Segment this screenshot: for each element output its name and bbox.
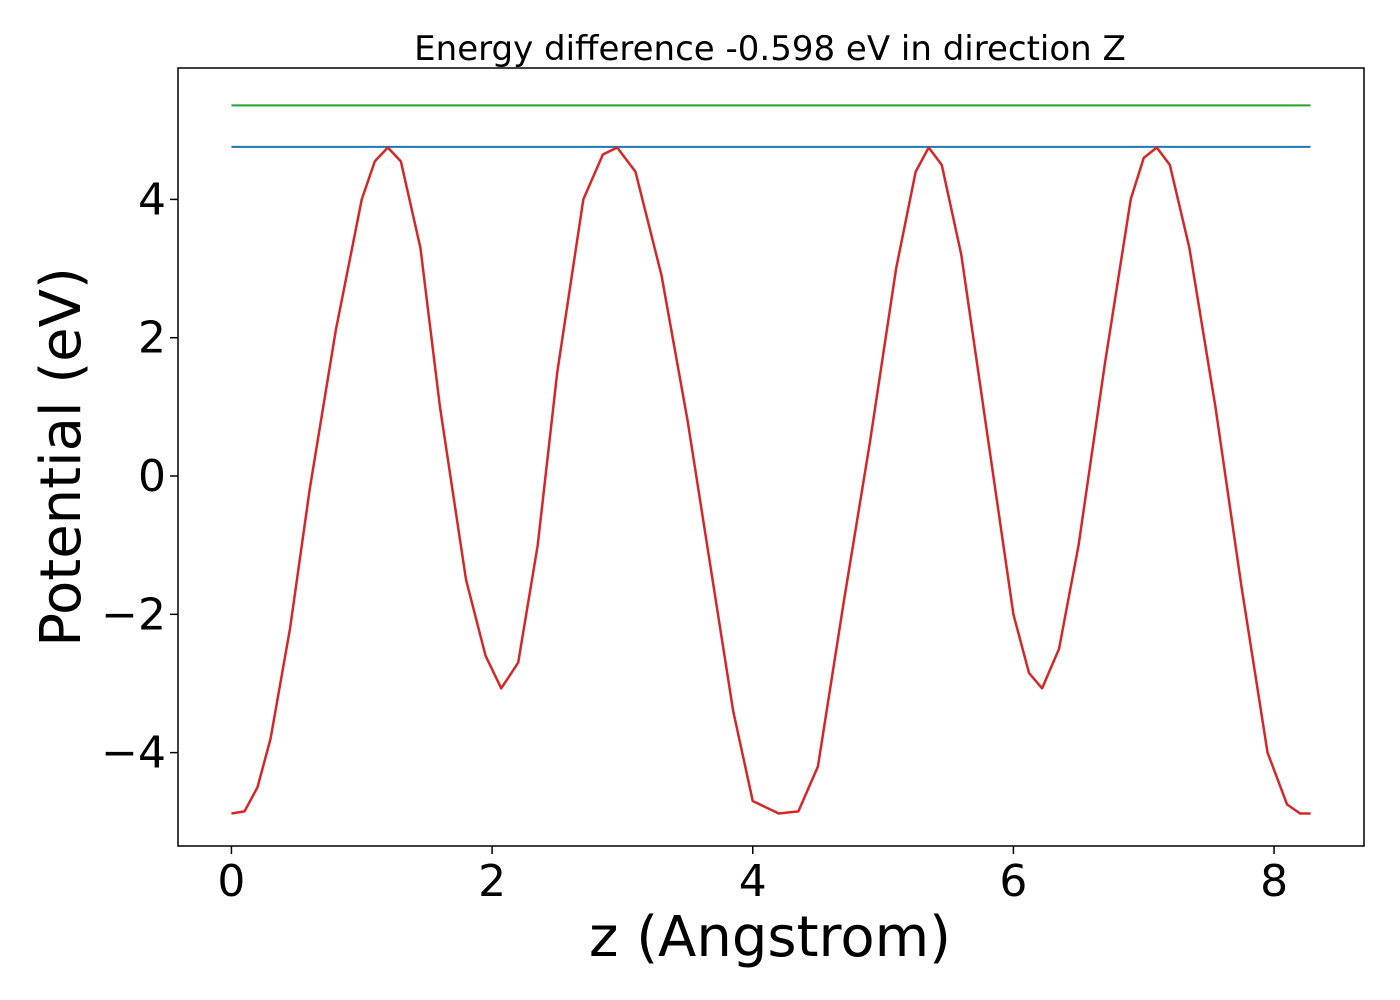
y-tick-label: 4 [138, 174, 166, 225]
x-tick-label: 4 [739, 856, 767, 907]
x-axis-ticks: 0 2 4 6 8 [217, 846, 1288, 907]
series-group [231, 104, 1311, 815]
chart-title: Energy difference -0.598 eV in direction… [414, 29, 1126, 69]
x-tick-label: 8 [1260, 856, 1288, 907]
y-axis-ticks: −4 −2 0 2 4 [101, 174, 178, 779]
x-tick-label: 2 [478, 856, 506, 907]
y-tick-label: −2 [101, 589, 166, 640]
plot-area: 0 2 4 6 8 −4 −2 0 2 4 [101, 67, 1365, 907]
plot-frame [177, 67, 1365, 847]
y-tick-label: 0 [138, 451, 166, 502]
series-line-2 [231, 146, 1311, 815]
y-tick-label: 2 [138, 313, 166, 364]
x-tick-label: 0 [217, 856, 245, 907]
y-tick-label: −4 [101, 728, 166, 779]
x-tick-label: 6 [999, 856, 1027, 907]
y-axis-label: Potential (eV) [29, 267, 94, 647]
x-axis-label: z (Angstrom) [589, 905, 951, 970]
